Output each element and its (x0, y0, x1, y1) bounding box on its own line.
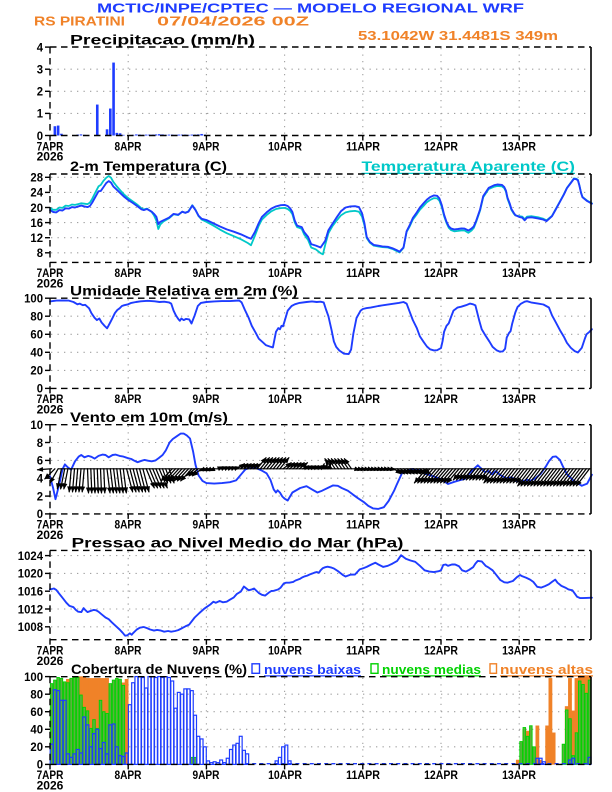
svg-text:12APR: 12APR (424, 268, 458, 280)
svg-text:6: 6 (37, 456, 43, 468)
svg-text:nuvens medias: nuvens medias (382, 663, 481, 677)
svg-text:20: 20 (30, 366, 43, 378)
svg-text:7APR: 7APR (37, 268, 64, 280)
svg-text:10APR: 10APR (268, 141, 302, 153)
svg-text:13APR: 13APR (502, 520, 536, 532)
svg-text:80: 80 (30, 312, 43, 324)
svg-text:Cobertura de Nuvens (%): Cobertura de Nuvens (%) (71, 662, 247, 677)
svg-text:2026: 2026 (37, 656, 64, 668)
svg-text:2026: 2026 (37, 781, 64, 792)
svg-text:13APR: 13APR (502, 268, 536, 280)
svg-text:3: 3 (37, 65, 43, 77)
svg-text:10: 10 (30, 420, 43, 432)
svg-text:13APR: 13APR (502, 141, 536, 153)
svg-text:2026: 2026 (37, 279, 64, 291)
svg-text:nuvens altas: nuvens altas (500, 663, 593, 677)
svg-text:13APR: 13APR (502, 646, 536, 658)
svg-text:07/04/2026 00Z: 07/04/2026 00Z (157, 15, 310, 29)
svg-text:9APR: 9APR (193, 394, 221, 406)
svg-text:10APR: 10APR (268, 394, 302, 406)
svg-text:11APR: 11APR (346, 520, 380, 532)
svg-text:40: 40 (30, 348, 43, 360)
svg-text:2026: 2026 (37, 152, 64, 164)
svg-text:20: 20 (30, 742, 43, 754)
svg-text:60: 60 (30, 330, 43, 342)
svg-text:Temperatura Aparente (C): Temperatura Aparente (C) (362, 159, 576, 174)
svg-text:60: 60 (30, 707, 43, 719)
svg-text:11APR: 11APR (346, 770, 380, 782)
svg-text:2026: 2026 (37, 530, 64, 542)
svg-text:1008: 1008 (18, 622, 44, 634)
svg-text:12: 12 (30, 233, 43, 245)
svg-text:11APR: 11APR (346, 646, 380, 658)
svg-text:100: 100 (24, 672, 43, 684)
svg-text:0: 0 (37, 384, 43, 396)
svg-text:8: 8 (37, 248, 44, 260)
svg-text:8APR: 8APR (115, 268, 143, 280)
svg-text:8: 8 (37, 438, 44, 450)
svg-text:9APR: 9APR (193, 268, 221, 280)
svg-text:2-m Temperatura (C): 2-m Temperatura (C) (70, 159, 227, 174)
svg-text:Vento em 10m (m/s): Vento em 10m (m/s) (70, 410, 228, 425)
svg-text:Precipitacao (mm/h): Precipitacao (mm/h) (70, 32, 255, 47)
svg-text:1: 1 (37, 109, 44, 121)
svg-text:4: 4 (37, 42, 44, 54)
svg-text:100: 100 (24, 294, 43, 306)
svg-text:7APR: 7APR (37, 394, 64, 406)
svg-text:MCTIC/INPE/CPTEC — MODELO REGI: MCTIC/INPE/CPTEC — MODELO REGIONAL WRF (97, 2, 524, 16)
svg-text:13APR: 13APR (502, 394, 536, 406)
svg-text:13APR: 13APR (502, 770, 536, 782)
svg-text:16: 16 (30, 218, 43, 230)
svg-text:1020: 1020 (18, 569, 43, 581)
svg-text:2: 2 (37, 491, 43, 503)
svg-text:12APR: 12APR (424, 646, 458, 658)
svg-text:1024: 1024 (18, 551, 44, 563)
svg-text:12APR: 12APR (424, 394, 458, 406)
svg-text:8APR: 8APR (115, 646, 143, 658)
svg-text:Pressao ao Nivel Medio do Mar: Pressao ao Nivel Medio do Mar (hPa) (72, 536, 404, 551)
svg-text:9APR: 9APR (193, 770, 221, 782)
svg-text:8APR: 8APR (115, 141, 143, 153)
svg-text:12APR: 12APR (424, 141, 458, 153)
svg-text:4: 4 (37, 474, 44, 486)
svg-text:10APR: 10APR (268, 770, 302, 782)
svg-text:12APR: 12APR (424, 770, 458, 782)
svg-text:0: 0 (37, 131, 43, 143)
svg-text:8APR: 8APR (115, 770, 143, 782)
svg-text:2026: 2026 (37, 405, 64, 417)
svg-text:nuvens baixas: nuvens baixas (264, 663, 361, 677)
svg-text:0: 0 (37, 509, 43, 521)
svg-text:11APR: 11APR (346, 141, 380, 153)
svg-text:1016: 1016 (18, 587, 43, 599)
svg-text:12APR: 12APR (424, 520, 458, 532)
svg-text:7APR: 7APR (37, 141, 64, 153)
svg-text:8APR: 8APR (115, 394, 143, 406)
svg-text:53.1042W 31.4481S 349m: 53.1042W 31.4481S 349m (358, 29, 558, 43)
svg-text:7APR: 7APR (37, 646, 64, 658)
svg-text:9APR: 9APR (193, 520, 221, 532)
svg-text:28: 28 (30, 173, 43, 185)
svg-text:7APR: 7APR (37, 770, 64, 782)
svg-text:9APR: 9APR (193, 646, 221, 658)
svg-text:1012: 1012 (18, 604, 43, 616)
svg-text:9APR: 9APR (193, 141, 221, 153)
svg-text:10APR: 10APR (268, 268, 302, 280)
svg-text:Umidade Relativa em 2m (%): Umidade Relativa em 2m (%) (70, 284, 298, 299)
svg-text:11APR: 11APR (346, 394, 380, 406)
svg-text:7APR: 7APR (37, 520, 64, 532)
svg-text:RS PIRATINI: RS PIRATINI (34, 15, 125, 29)
svg-text:10APR: 10APR (268, 520, 302, 532)
svg-text:0: 0 (37, 760, 43, 772)
svg-text:40: 40 (30, 725, 43, 737)
svg-text:8APR: 8APR (115, 520, 143, 532)
svg-text:2: 2 (37, 87, 43, 99)
svg-text:24: 24 (30, 188, 43, 200)
svg-text:10APR: 10APR (268, 646, 302, 658)
svg-text:11APR: 11APR (346, 268, 380, 280)
svg-text:80: 80 (30, 690, 43, 702)
svg-text:20: 20 (30, 203, 43, 215)
